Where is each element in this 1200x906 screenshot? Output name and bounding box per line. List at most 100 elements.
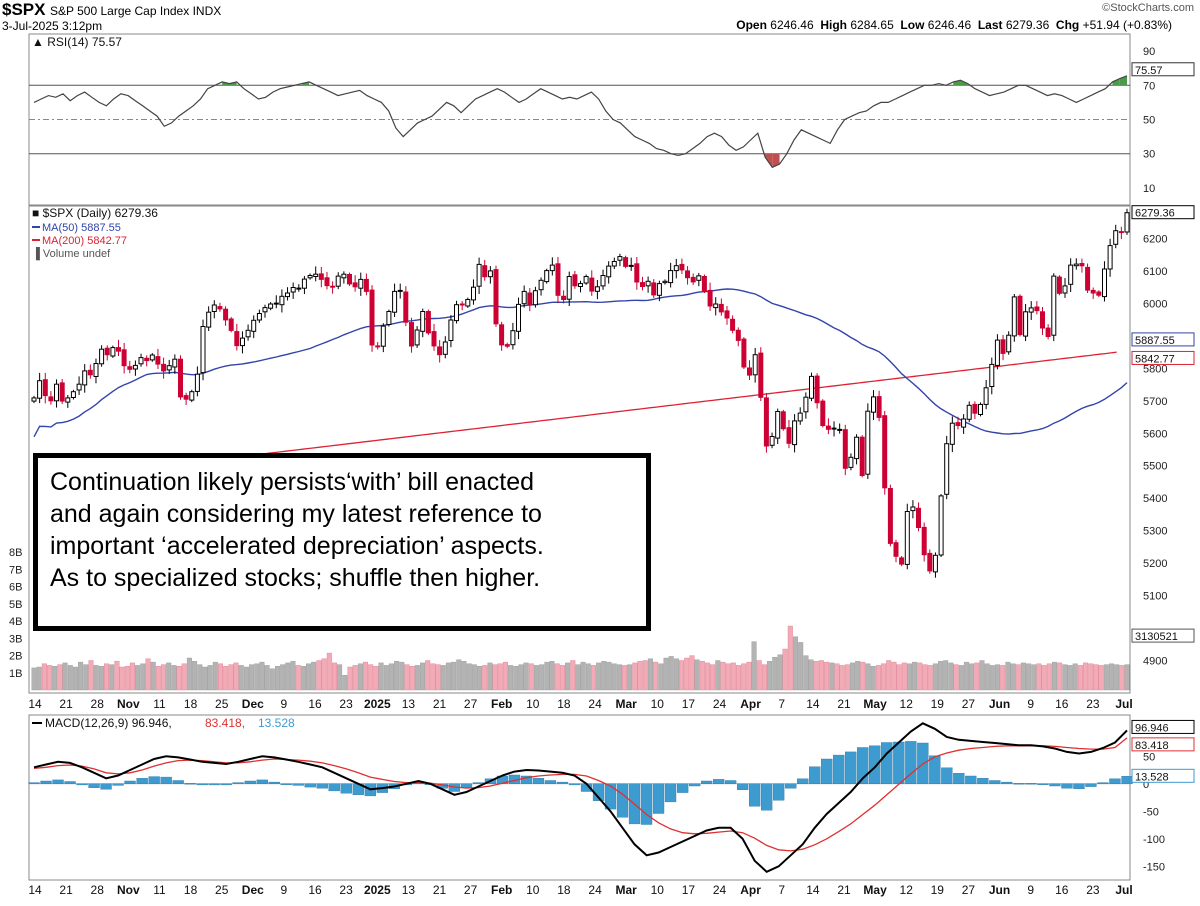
x-axis-label: 9: [1027, 883, 1034, 897]
candle-body: [780, 411, 786, 430]
volume-bar: [575, 664, 581, 691]
candle-body: [420, 311, 426, 332]
volume-bar: [202, 666, 208, 691]
volume-bar: [337, 664, 343, 691]
volume-bar: [109, 664, 115, 691]
macd-histogram-bar: [689, 783, 701, 787]
candle-body: [476, 263, 482, 287]
candle-body: [194, 373, 200, 392]
volume-bar: [445, 662, 451, 691]
candle-body: [820, 400, 826, 427]
volume-bar: [140, 663, 146, 691]
macd-histogram-bar: [532, 778, 545, 784]
volume-bar: [1083, 662, 1089, 691]
volume-bar: [311, 661, 317, 691]
x-axis-label: 10: [651, 697, 665, 711]
macd-histogram-bar: [208, 783, 220, 786]
volume-bar: [585, 663, 591, 691]
macd-histogram-bar: [1121, 776, 1133, 784]
volume-bar: [777, 654, 783, 691]
x-axis-label: 16: [1055, 697, 1069, 711]
x-axis-label: May: [863, 697, 887, 711]
volume-bar: [249, 664, 255, 691]
price-tick-label: 5300: [1143, 526, 1167, 538]
candle-body: [166, 365, 172, 371]
candle-body: [916, 507, 921, 528]
volume-bar: [699, 661, 705, 691]
candle-body: [149, 354, 155, 361]
ma50-last-label: 5887.55: [1135, 335, 1175, 347]
volume-bar: [720, 661, 726, 691]
volume-bar: [886, 660, 892, 691]
candle-body: [645, 280, 651, 287]
price-tick-label: 5800: [1143, 363, 1167, 375]
candle-body: [1028, 307, 1034, 313]
ma50-last-label-box: [1131, 332, 1195, 347]
volume-bar: [580, 661, 586, 691]
candle-body: [640, 282, 645, 288]
volume-bar: [979, 660, 985, 691]
volume-bar: [160, 664, 166, 691]
macd-legend: MACD(12,26,9) 96.946,: [45, 716, 172, 730]
volume-bar: [145, 658, 151, 691]
candle-body: [471, 286, 476, 301]
candle-body: [701, 276, 707, 292]
volume-bar: [435, 664, 441, 691]
candle-body: [161, 363, 167, 372]
ma50-legend: MA(50) 5887.55: [42, 222, 121, 234]
candle-body: [347, 274, 352, 285]
volume-bar: [829, 662, 835, 691]
stockcharts-brand: ©StockCharts.com: [1102, 2, 1194, 14]
macd-histogram-bar: [881, 742, 893, 784]
volume-bar: [570, 660, 576, 691]
volume-tick-label: 1B: [9, 668, 22, 680]
candle-body: [262, 307, 268, 313]
candle-body: [369, 289, 375, 346]
candle-body: [994, 339, 1000, 366]
volume-bar: [62, 662, 68, 691]
x-axis-label: 24: [588, 697, 602, 711]
histogram-legend: 13.528: [258, 716, 295, 730]
macd-histogram-bar: [520, 775, 533, 784]
x-axis-label: Mar: [616, 883, 638, 897]
volume-bar: [171, 665, 177, 691]
ma50-line: [33, 288, 1128, 438]
volume-bar: [409, 666, 415, 691]
candle-body: [623, 257, 629, 267]
volume-bar: [477, 666, 483, 691]
volume-bar: [855, 661, 861, 691]
rsi-tick-label: 30: [1143, 149, 1155, 161]
candle-body: [132, 364, 138, 370]
volume-bar: [461, 661, 467, 691]
volume-bar: [326, 652, 332, 691]
x-axis-label: 2025: [364, 697, 391, 711]
volume-bar: [72, 666, 78, 691]
rsi-tick-label: 70: [1143, 80, 1155, 92]
price-tick-label: 6000: [1143, 298, 1167, 310]
candle-body: [409, 322, 414, 347]
candle-body: [910, 506, 916, 512]
x-axis-label: 12: [900, 697, 914, 711]
x-axis-label: 9: [281, 883, 288, 897]
candle-body: [713, 303, 719, 309]
volume-bar: [772, 657, 778, 691]
candle-body: [735, 329, 741, 341]
candle-body: [296, 287, 302, 290]
macd-tick-label: -150: [1143, 861, 1165, 873]
candle-body: [752, 354, 758, 376]
volume-bar: [642, 660, 648, 691]
candle-body: [803, 396, 809, 413]
ma200-last-label: 5842.77: [1135, 353, 1175, 365]
macd-histogram-bar: [148, 776, 160, 784]
macd-histogram-bar: [929, 755, 941, 784]
candle-body: [1034, 306, 1040, 312]
macd-histogram-bar: [100, 783, 112, 790]
price-tick-label: 4900: [1143, 656, 1167, 668]
volume-bar: [1119, 665, 1125, 691]
candle-body: [769, 436, 775, 446]
x-axis-label: 9: [281, 697, 288, 711]
volume-bar: [953, 664, 959, 691]
x-axis-label: Dec: [242, 697, 264, 711]
candle-body: [217, 306, 223, 310]
